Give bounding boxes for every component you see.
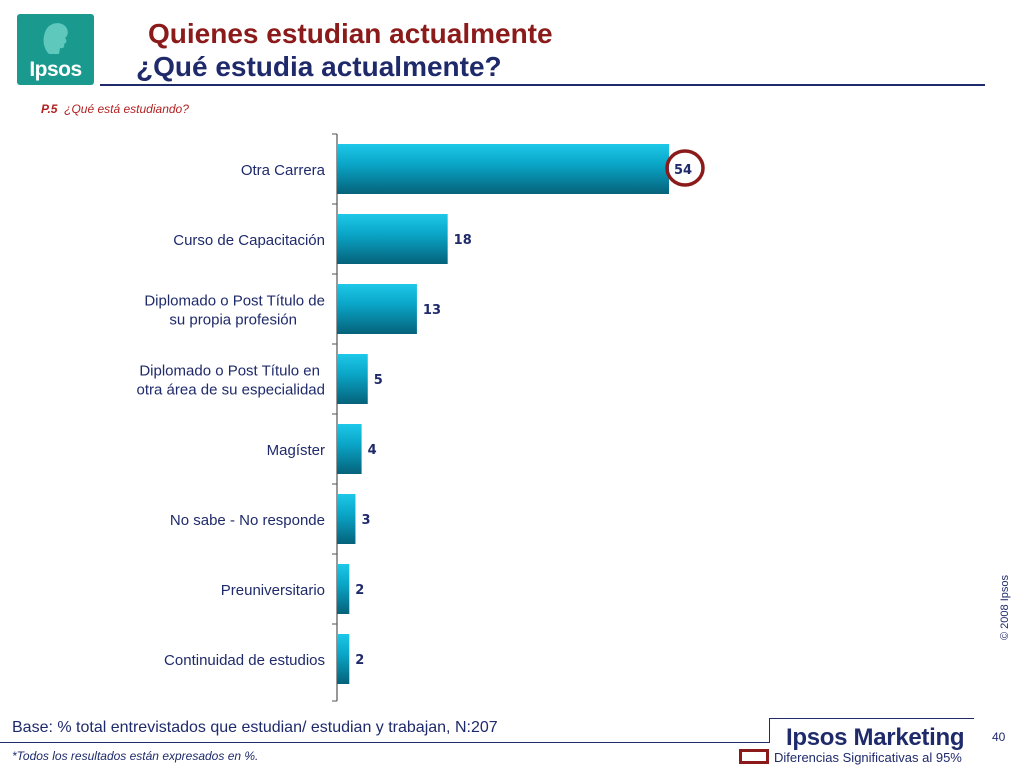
bar-5 <box>337 494 356 544</box>
category-label-1: Curso de Capacitación <box>173 232 325 249</box>
value-label-6: 2 <box>355 583 364 598</box>
page-number: 40 <box>992 730 1006 744</box>
category-label-6: Preuniversitario <box>221 582 325 599</box>
footer-divider <box>0 742 770 743</box>
value-label-5: 3 <box>361 513 370 528</box>
category-label-2: Diplomado o Post Título de su propia prof… <box>144 293 325 329</box>
significance-highlight-ring <box>665 149 705 187</box>
page-subtitle: ¿Qué estudia actualmente? <box>136 51 502 82</box>
value-label-0: 54 <box>674 163 692 178</box>
logo-text: Ipsos <box>29 58 82 81</box>
value-label-4: 4 <box>368 443 377 458</box>
category-label-line: su propia profesión <box>169 312 297 329</box>
bar-1 <box>337 214 448 264</box>
copyright-text: © 2008 Ipsos <box>999 575 1011 640</box>
page-title: Quienes estudian actualmente <box>148 18 553 49</box>
significance-legend-swatch <box>739 749 769 764</box>
question-text: ¿Qué está estudiando? <box>64 102 189 116</box>
value-label-1: 18 <box>454 233 472 248</box>
question-code: P.5 <box>41 102 58 116</box>
category-label-line: otra área de su especialidad <box>137 382 325 399</box>
value-label-3: 5 <box>374 373 383 388</box>
logo-face-icon <box>43 23 68 54</box>
value-label-2: 13 <box>423 303 441 318</box>
bar-3 <box>337 354 368 404</box>
bar-7 <box>337 634 350 684</box>
value-label-7: 2 <box>355 653 364 668</box>
bar-2 <box>337 284 417 334</box>
category-label-4: Magíster <box>267 442 325 459</box>
bar-6 <box>337 564 350 614</box>
significance-legend-label: Diferencias Significativas al 95% <box>774 750 962 765</box>
brand-name: Ipsos Marketing <box>786 724 965 751</box>
question-label: P.5 ¿Qué está estudiando? <box>41 102 189 116</box>
category-label-3: Diplomado o Post Título en otra área de s… <box>137 363 325 399</box>
category-label-line: Diplomado o Post Título de <box>144 293 325 310</box>
ipsos-logo: Ipsos <box>17 14 94 85</box>
bar-4 <box>337 424 362 474</box>
category-label-5: No sabe - No responde <box>170 512 325 529</box>
brand-bracket-horizontal <box>769 718 974 719</box>
brand-bracket-vertical <box>769 718 770 743</box>
base-note: Base: % total entrevistados que estudian… <box>12 719 498 736</box>
category-label-7: Continuidad de estudios <box>164 652 325 669</box>
bar-0 <box>337 144 669 194</box>
category-label-line: Diplomado o Post Título en <box>139 363 320 380</box>
title-divider <box>100 84 985 86</box>
category-label-0: Otra Carrera <box>241 162 326 179</box>
footnote: *Todos los resultados están expresados e… <box>12 749 259 763</box>
